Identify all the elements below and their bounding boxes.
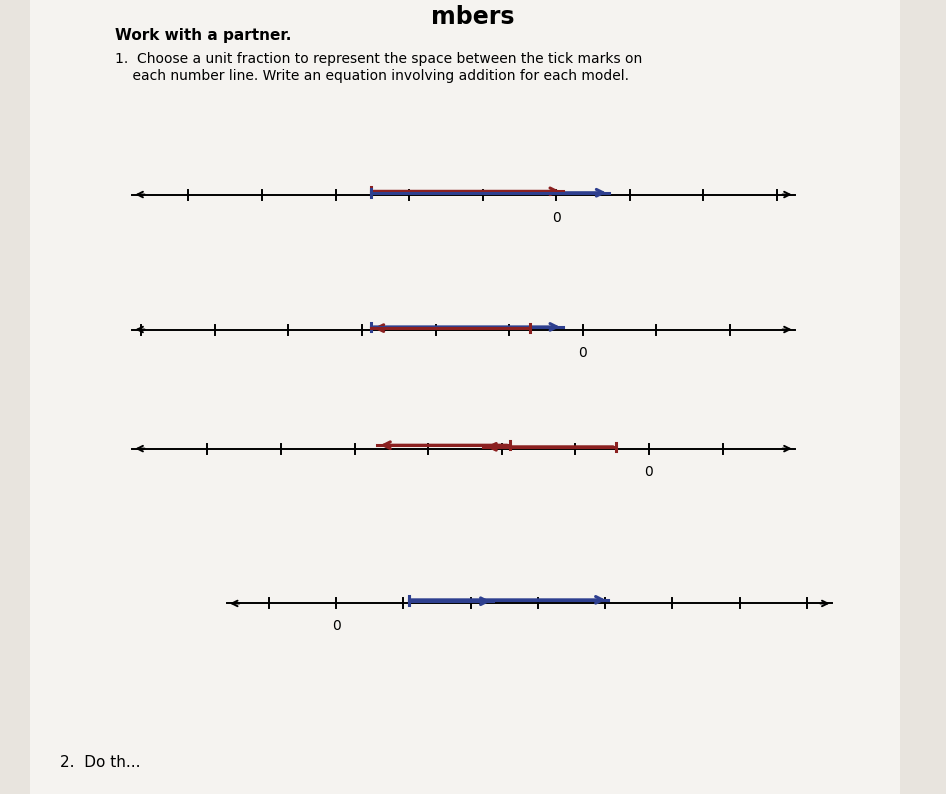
Text: Work with a partner.: Work with a partner. [115, 28, 291, 43]
Text: 0: 0 [578, 345, 587, 360]
Text: 0: 0 [552, 210, 561, 225]
Text: each number line. Write an equation involving addition for each model.: each number line. Write an equation invo… [115, 69, 629, 83]
Text: mbers: mbers [431, 5, 515, 29]
Text: 2.  Do th...: 2. Do th... [60, 755, 141, 770]
Text: 0: 0 [332, 619, 341, 634]
Text: 0: 0 [644, 464, 654, 479]
Text: 1.  Choose a unit fraction to represent the space between the tick marks on: 1. Choose a unit fraction to represent t… [115, 52, 642, 66]
